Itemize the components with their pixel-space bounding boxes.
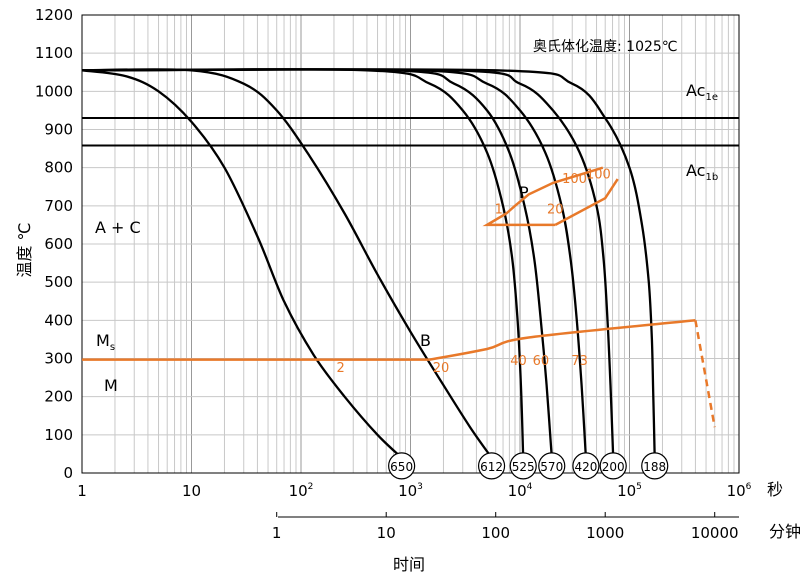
hardness-marker-circle (572, 452, 600, 480)
hardness-marker-circle (599, 452, 627, 480)
x-axis-label: 时间 (393, 555, 425, 574)
cooling-curve-612 (81, 68, 493, 459)
hardness-value-label: 200 (602, 460, 625, 474)
bainite-finish-dashed-line (694, 320, 716, 428)
y-tick-label: 200 (44, 388, 73, 406)
x-tick-label: 1 (77, 482, 87, 500)
cooling-curve-650 (81, 69, 403, 459)
y-tick-label: 800 (44, 159, 73, 177)
region-label-bainite: B (420, 331, 431, 350)
minutes-tick-label: 1 (272, 524, 282, 542)
region-label-ms: Ms (96, 331, 115, 353)
y-tick-label: 0 (63, 464, 73, 482)
x-tick-label: 10 (182, 482, 201, 500)
cooling-curve-188 (81, 68, 656, 458)
bainite-fraction-label: 73 (571, 354, 588, 369)
bainite-fraction-label: 40 (510, 354, 527, 369)
x-tick-label: 104 (508, 482, 533, 500)
hardness-value-label: 612 (480, 460, 503, 474)
y-tick-label: 600 (44, 235, 73, 253)
bainite-fraction-label: 20 (433, 361, 450, 376)
bainite-fraction-label: 60 (533, 354, 550, 369)
ac1b-label: Ac1b (686, 161, 718, 183)
minutes-tick-label: 10 (377, 524, 396, 542)
pearlite-start-line (482, 166, 604, 227)
cooling-curve-570 (81, 68, 553, 458)
y-tick-label: 900 (44, 121, 73, 139)
pearlite-fraction-label: 20 (547, 202, 564, 217)
bainite-fraction-label: 2 (336, 361, 344, 376)
y-tick-label: 1100 (35, 44, 73, 62)
y-axis-label: 温度 ℃ (15, 222, 34, 277)
hardness-marker-circle (641, 452, 669, 480)
hardness-marker-circle (388, 452, 416, 480)
x-tick-label: 106 (727, 482, 752, 500)
hardness-marker-circle (538, 452, 566, 480)
x-tick-label: 102 (289, 482, 314, 500)
ac1e-label: Ac1e (686, 81, 718, 103)
hardness-value-label: 420 (574, 460, 597, 474)
y-tick-label: 1200 (35, 6, 73, 24)
hardness-marker-circle (509, 452, 537, 480)
pearlite-finish-line (554, 178, 619, 227)
y-tick-label: 100 (44, 426, 73, 444)
cooling-curves (81, 68, 656, 459)
hardness-markers: 650 612 525 570 420 200 188 (388, 452, 669, 480)
region-label-pearlite: P (519, 183, 529, 202)
y-tick-labels: 0 100 200 300 400 500 600 700 800 900 1000 1100 1200 (35, 6, 73, 482)
minutes-tick-label: 10000 (691, 524, 739, 542)
y-tick-label: 1000 (35, 82, 73, 100)
region-label-austenite-carbide: A + C (95, 218, 141, 237)
grid-lines (82, 15, 739, 473)
hardness-value-label: 525 (512, 460, 535, 474)
hardness-value-label: 188 (643, 460, 666, 474)
hardness-value-label: 570 (540, 460, 563, 474)
x-tick-label: 103 (398, 482, 423, 500)
minutes-tick-label: 100 (481, 524, 510, 542)
minutes-tick-label: 1000 (586, 524, 624, 542)
bainite-start-line (429, 319, 696, 361)
critical-temperature-lines (82, 117, 739, 147)
x-tick-labels-minutes: 1 10 100 1000 10000 (272, 512, 739, 542)
y-tick-label: 500 (44, 273, 73, 291)
y-tick-label: 400 (44, 311, 73, 329)
y-tick-label: 300 (44, 350, 73, 368)
x-tick-labels-seconds: 1 10 102 103 104 105 106 (77, 482, 751, 500)
hardness-value-label: 650 (390, 460, 413, 474)
transformation-lines: 1 20 100 100 2 20 40 60 73 (82, 166, 716, 428)
pearlite-fraction-label: 1 (495, 202, 503, 217)
pearlite-fraction-label: 100 (586, 167, 611, 182)
seconds-unit-label: 秒 (767, 480, 783, 499)
region-label-martensite: M (104, 376, 118, 395)
pearlite-fraction-label: 100 (562, 172, 587, 187)
austenitizing-temperature-label: 奥氏体化温度: 1025℃ (533, 38, 678, 55)
x-tick-label: 105 (617, 482, 642, 500)
hardness-marker-circle (477, 452, 506, 480)
y-tick-label: 700 (44, 197, 73, 215)
minutes-unit-label: 分钟 (769, 522, 801, 541)
